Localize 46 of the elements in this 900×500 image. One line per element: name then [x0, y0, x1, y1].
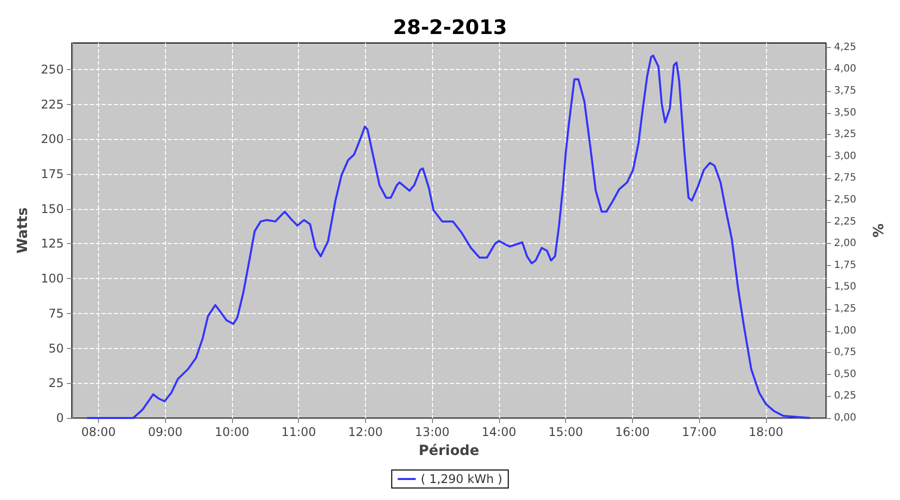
y-tick-label: 150: [40, 202, 64, 216]
y2-tick-label: 0,75: [834, 347, 856, 358]
x-tick-label: 17:00: [682, 425, 716, 439]
y-tick-label: 0: [56, 411, 64, 425]
y2-tick-label: 4,00: [834, 64, 856, 75]
y2-tick-label: 2,00: [834, 238, 856, 250]
y-tick-label: 75: [48, 306, 64, 320]
y2-tick-label: 1,50: [834, 282, 856, 293]
y2-tick-label: 1,25: [834, 303, 856, 314]
y2-axis-title: %: [869, 223, 885, 238]
y-tick-label: 25: [48, 376, 64, 390]
line-series: [86, 54, 811, 419]
y-tick-label: 175: [40, 167, 64, 182]
y2-tick-label: 2,50: [834, 194, 856, 206]
x-tick-label: 10:00: [214, 425, 250, 439]
y-tick-label: 225: [40, 97, 64, 112]
y2-tick-label: 2,75: [834, 172, 856, 184]
x-tick-label: 15:00: [548, 425, 583, 439]
y-tick-label: 250: [40, 62, 64, 76]
y2-tick-label: 2,25: [834, 216, 856, 228]
y2-tick-label: 3,25: [834, 129, 856, 140]
y2-tick-label: 3,50: [834, 107, 856, 118]
x-tick-label: 11:00: [281, 425, 316, 439]
x-tick-label: 08:00: [81, 425, 116, 439]
y-axis-title: Watts: [15, 207, 31, 254]
x-tick-label: 18:00: [748, 425, 784, 439]
y2-tick-label: 4,25: [834, 42, 856, 53]
legend-label: ( 1,290 kWh ): [420, 472, 502, 486]
y-tick-label: 125: [40, 236, 64, 251]
y-tick-label: 50: [48, 341, 64, 356]
x-tick-label: 13:00: [414, 425, 450, 439]
y2-tick-label: 1,00: [834, 325, 856, 336]
y-tick-label: 200: [40, 132, 64, 146]
y2-tick-label: 0,50: [834, 368, 856, 380]
y-tick-label: 100: [40, 272, 64, 286]
x-tick-label: 16:00: [615, 425, 650, 439]
x-tick-label: 14:00: [482, 425, 516, 439]
x-tick-label: 12:00: [348, 425, 383, 439]
x-axis-title: Période: [418, 443, 480, 459]
chart-title: 28-2-2013: [392, 15, 508, 39]
y2-tick-label: 1,75: [834, 260, 856, 271]
y2-tick-label: 3,75: [834, 85, 856, 96]
y2-tick-label: 0,00: [834, 412, 856, 424]
x-tick-label: 09:00: [148, 425, 183, 439]
y2-tick-label: 0,25: [834, 390, 856, 402]
y2-tick-label: 3,00: [834, 150, 856, 162]
